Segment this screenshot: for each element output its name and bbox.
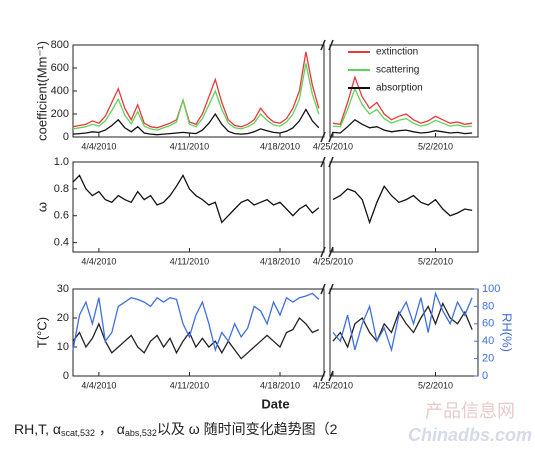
x-tick-label: 4/4/2010 [81,380,116,390]
plot-frame [329,44,479,138]
y-tick-label: 10 [57,341,69,353]
axis-break [328,246,334,258]
x-axis-title: Date [261,396,289,411]
y2-tick-label: 0 [482,370,488,382]
caption-sub: abs,532 [125,428,157,438]
legend-label: extinction [376,47,418,58]
legend-label: scattering [376,65,419,76]
x-tick-label: 4/11/2010 [170,141,209,151]
axis-break [320,246,326,258]
axis-break [320,370,326,382]
series-line [72,108,473,136]
x-tick-label: 5/2/2010 [418,141,453,151]
x-tick-label: 5/2/2010 [418,256,453,266]
plot-frame [329,288,479,377]
x-tick-label: 4/18/2010 [260,256,300,266]
y-tick-label: 400 [51,85,69,97]
y-tick-label: 0 [63,370,69,382]
y-axis-title: T(°C) [34,317,49,348]
axis-break [328,283,334,295]
plot-frame [72,161,325,253]
watermark: Chinadbs.com [408,425,532,445]
x-tick-label: 4/11/2010 [170,380,209,390]
y-axis-title: coefficient(Mm⁻¹) [34,41,49,141]
y-axis-title: ω [34,202,49,212]
y2-tick-label: 60 [482,318,494,330]
caption-text: ， α [95,421,125,437]
x-tick-label: 4/18/2010 [260,141,300,151]
y-tick-label: 600 [51,62,69,74]
caption-sub: scat,532 [61,428,95,438]
series-line [72,63,473,131]
y-tick-label: 1.0 [54,156,69,168]
axis-break [320,156,326,168]
axis-break [320,131,326,143]
x-tick-label: 4/4/2010 [81,141,116,151]
y-tick-label: 0 [63,131,69,143]
y-tick-label: 200 [51,108,69,120]
x-tick-label: 4/25/2010 [313,141,353,151]
axis-break [320,283,326,295]
axis-break [328,156,334,168]
legend-label: absorption [376,83,423,94]
y2-axis-title: RH(%) [500,313,515,352]
x-tick-label: 4/11/2010 [170,256,209,266]
x-tick-label: 4/18/2010 [260,380,300,390]
y2-tick-label: 80 [482,300,494,312]
x-tick-label: 4/4/2010 [81,256,116,266]
y2-tick-label: 40 [482,335,494,347]
plot-frame [329,161,479,253]
x-tick-label: 4/25/2010 [313,380,353,390]
series-line [72,291,473,353]
y-tick-label: 30 [57,283,69,295]
axis-break [320,39,326,51]
axis-break [328,370,334,382]
y-tick-label: 800 [51,39,69,51]
series-line [72,174,473,225]
y-tick-label: 0.6 [54,210,69,222]
y-tick-label: 20 [57,312,69,324]
axis-break [328,39,334,51]
y-tick-label: 0.4 [54,237,69,249]
series-line [72,51,473,129]
y2-tick-label: 20 [482,353,494,365]
series-line [72,301,473,360]
y2-tick-label: 100 [482,283,500,295]
watermark: 产品信息网 [425,401,515,421]
x-tick-label: 5/2/2010 [418,380,453,390]
caption-text: RH,T, α [14,421,61,437]
axis-break [328,131,334,143]
caption: RH,T, αscat,532 ， αabs,532以及 ω 随时间变化趋势图（… [14,421,338,439]
plot-frame [72,288,325,377]
y-tick-label: 0.8 [54,183,69,195]
x-tick-label: 4/25/2010 [313,256,353,266]
caption-text: 以及 ω 随时间变化趋势图（2 [157,421,338,437]
